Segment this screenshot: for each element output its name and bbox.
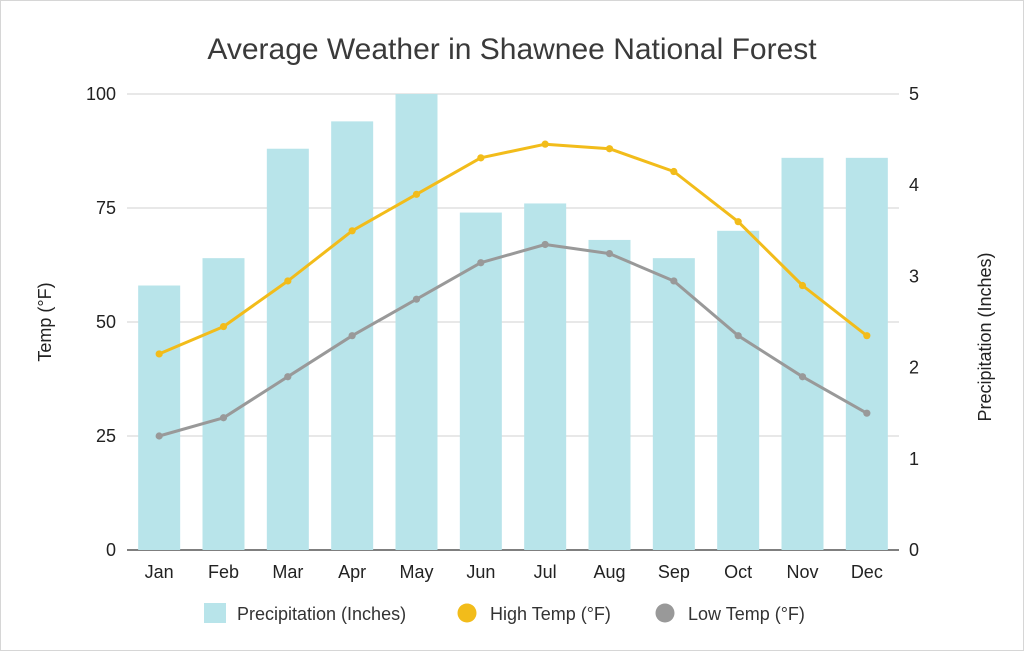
precipitation-bar-jul (524, 203, 567, 550)
precipitation-bar-sep (652, 258, 695, 550)
x-tick-label-may: May (399, 562, 433, 582)
temperature-lines (155, 140, 871, 440)
low-temp-point-may (412, 295, 421, 303)
high-temp-point-mar (284, 277, 292, 285)
right-tick-label: 1 (909, 449, 919, 469)
legend-label-low-temp: Low Temp (°F) (688, 604, 805, 624)
precipitation-bar-may (395, 94, 438, 550)
x-tick-label-sep: Sep (658, 562, 690, 582)
low-temp-point-sep (670, 277, 678, 285)
precipitation-bar-mar (266, 148, 309, 550)
high-temp-point-may (412, 190, 421, 198)
left-axis: 0 25 50 75 100 (86, 84, 116, 560)
left-tick-label: 100 (86, 84, 116, 104)
x-tick-label-feb: Feb (208, 562, 239, 582)
legend-swatch-low-temp (655, 603, 675, 623)
precipitation-bar-aug (588, 239, 631, 551)
high-temp-point-nov (798, 281, 807, 290)
gridlines (127, 93, 899, 551)
legend: Precipitation (Inches) High Temp (°F) Low … (204, 603, 805, 624)
high-temp-point-aug (605, 145, 614, 153)
low-temp-line (158, 243, 868, 438)
high-temp-line (158, 142, 868, 356)
precipitation-bars (138, 94, 888, 551)
x-tick-label-nov: Nov (786, 562, 818, 582)
low-temp-point-feb (219, 414, 228, 422)
high-temp-point-apr (348, 227, 356, 235)
x-tick-label-oct: Oct (724, 562, 752, 582)
chart-title: Average Weather in Shawnee National Fore… (207, 33, 817, 66)
low-temp-point-nov (798, 373, 807, 381)
legend-swatch-precipitation (204, 603, 226, 623)
left-tick-label: 0 (106, 540, 116, 560)
high-temp-point-feb (219, 322, 228, 331)
right-tick-label: 4 (909, 175, 919, 195)
precipitation-bar-oct (717, 230, 760, 551)
low-temp-point-jan (155, 432, 163, 440)
high-temp-point-oct (734, 218, 742, 226)
right-axis-title: Precipitation (Inches) (975, 252, 995, 421)
low-temp-point-mar (284, 373, 292, 381)
legend-label-high-temp: High Temp (°F) (490, 604, 611, 624)
precipitation-bar-jun (459, 212, 502, 550)
low-temp-point-jul (541, 240, 549, 249)
left-tick-label: 50 (96, 312, 116, 332)
right-tick-label: 0 (909, 540, 919, 560)
x-tick-label-jul: Jul (534, 562, 557, 582)
x-tick-label-jan: Jan (145, 562, 174, 582)
right-axis: 0 1 2 3 4 5 (909, 84, 919, 560)
precipitation-bar-jan (138, 285, 181, 550)
precipitation-bar-dec (845, 157, 888, 550)
x-axis: Jan Feb Mar Apr May Jun Jul Aug Sep Oct Nov Dec (145, 562, 883, 582)
x-tick-label-apr: Apr (338, 562, 366, 582)
left-tick-label: 75 (96, 198, 116, 218)
high-temp-point-sep (670, 167, 678, 176)
precipitation-bar-nov (781, 157, 824, 550)
right-tick-label: 2 (909, 358, 919, 378)
x-tick-label-aug: Aug (593, 562, 625, 582)
high-temp-point-jun (477, 154, 485, 162)
legend-swatch-high-temp (457, 603, 477, 623)
low-temp-point-oct (734, 332, 742, 340)
left-tick-label: 25 (96, 426, 116, 446)
right-tick-label: 3 (909, 266, 919, 286)
high-temp-point-dec (863, 332, 871, 340)
low-temp-point-aug (605, 250, 614, 258)
right-tick-label: 5 (909, 84, 919, 104)
x-tick-label-jun: Jun (466, 562, 495, 582)
legend-label-precipitation: Precipitation (Inches) (237, 604, 406, 624)
left-axis-title: Temp (°F) (35, 282, 55, 361)
high-temp-point-jul (541, 140, 549, 148)
low-temp-point-jun (477, 259, 485, 267)
x-tick-label-mar: Mar (272, 562, 303, 582)
precipitation-bar-feb (202, 258, 245, 550)
low-temp-point-apr (348, 332, 356, 340)
x-tick-label-dec: Dec (851, 562, 883, 582)
low-temp-point-dec (863, 409, 871, 417)
high-temp-point-jan (155, 350, 163, 358)
